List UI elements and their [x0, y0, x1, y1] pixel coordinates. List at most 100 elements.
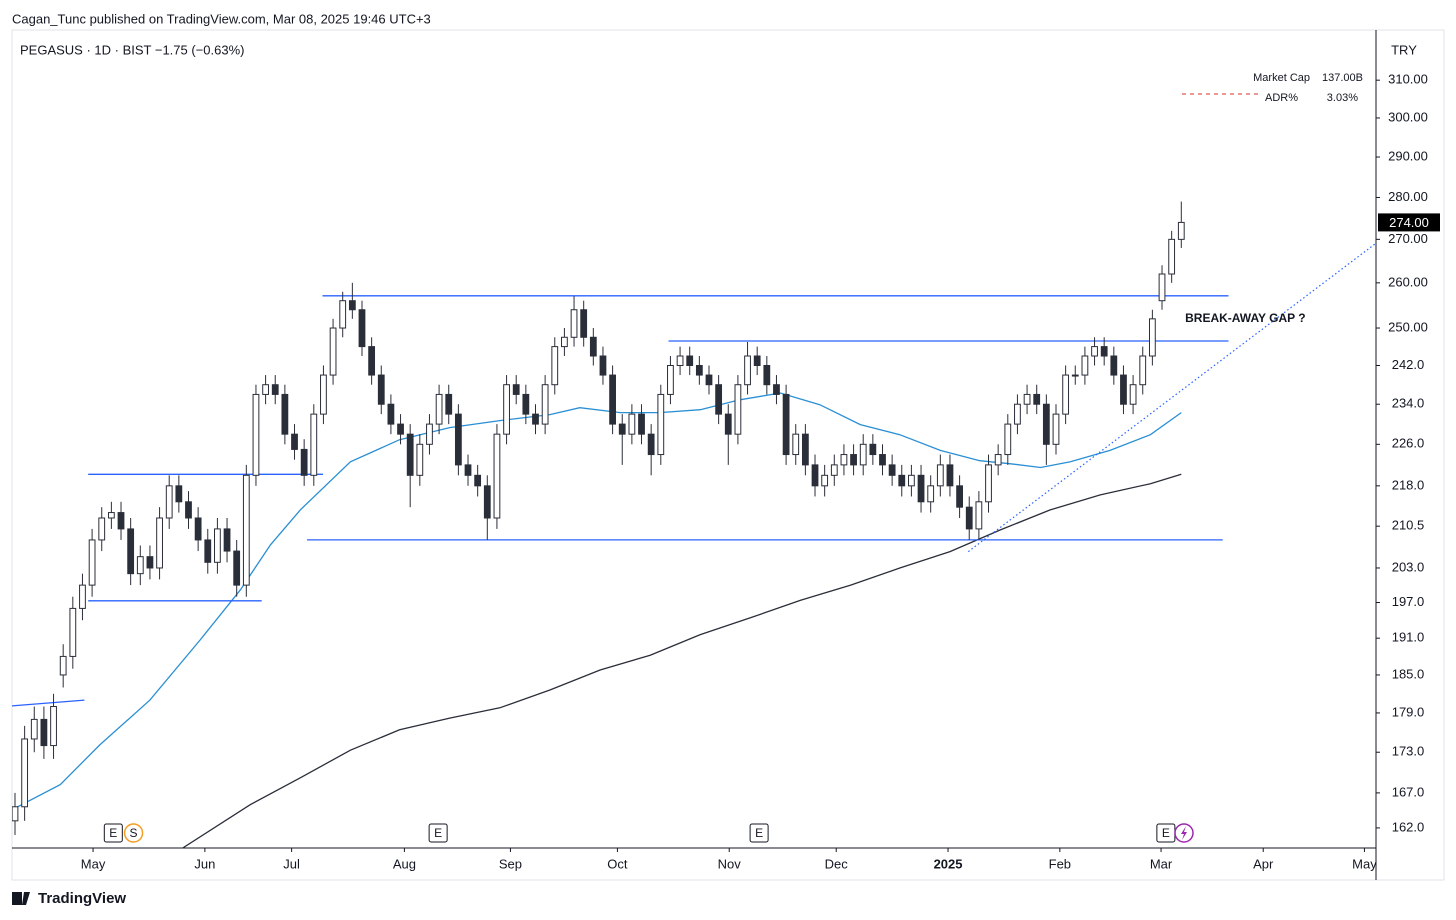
candle-body	[705, 374, 713, 386]
candle-body	[464, 464, 472, 476]
y-tick-label: 300.00	[1388, 109, 1428, 124]
candle-body	[435, 393, 443, 425]
candle-body	[859, 443, 867, 466]
candle-body	[107, 512, 115, 519]
y-tick-label: 226.0	[1392, 436, 1425, 451]
symbol-title: PEGASUS · 1D · BIST −1.75 (−0.63%)	[20, 42, 244, 57]
candle-body	[1062, 374, 1070, 415]
y-tick-label: 290.00	[1388, 148, 1428, 163]
x-tick-label: May	[81, 856, 106, 871]
candle-body	[1042, 403, 1050, 445]
y-tick-label: 218.0	[1392, 477, 1425, 492]
candle-body	[474, 474, 482, 487]
candle-body	[59, 655, 67, 676]
candle-body	[561, 336, 568, 348]
candle-body	[127, 528, 135, 575]
candle-body	[821, 474, 829, 487]
candle-body	[898, 474, 906, 487]
candle-body	[483, 485, 491, 519]
candle-body	[223, 528, 231, 552]
candle-body	[329, 327, 337, 376]
candle-body	[946, 464, 954, 487]
info-name: Market Cap	[1253, 72, 1310, 84]
candle-body	[271, 384, 279, 395]
y-tick-label: 185.0	[1392, 666, 1425, 681]
last-price-label: 274.00	[1389, 215, 1429, 230]
plot	[12, 201, 1376, 848]
candle-body	[724, 413, 732, 435]
candle-body	[21, 738, 29, 808]
candle-body	[358, 309, 366, 348]
y-tick-label: 179.0	[1392, 704, 1425, 719]
candle-body	[1158, 273, 1166, 302]
candle-body	[551, 346, 559, 386]
x-tick-label: Jul	[283, 856, 300, 871]
candle-body	[310, 413, 318, 476]
y-tick-label: 234.0	[1392, 396, 1425, 411]
tv-logo	[12, 892, 30, 905]
candle-body	[98, 517, 106, 541]
candle-body	[908, 474, 915, 487]
y-tick-label: 280.00	[1388, 189, 1428, 204]
candle-body	[30, 718, 38, 740]
candle-body	[320, 374, 327, 415]
candle-body	[570, 309, 578, 338]
candle-body	[136, 556, 144, 575]
y-tick-label: 210.5	[1392, 518, 1425, 533]
candle-body	[927, 485, 935, 503]
publish-info: Cagan_Tunc published on TradingView.com,…	[12, 11, 431, 26]
candle-body	[445, 393, 453, 415]
candle-body	[262, 384, 269, 395]
candle-body	[638, 413, 645, 435]
x-tick-label: Aug	[393, 856, 416, 871]
candle-body	[291, 433, 298, 450]
candle-body	[1033, 393, 1041, 405]
candle-body	[79, 584, 86, 609]
candle-body	[1110, 355, 1118, 376]
candle-body	[50, 706, 57, 747]
candle-body	[117, 512, 125, 530]
candle-body	[1148, 318, 1156, 357]
x-tick-label: 2025	[934, 856, 963, 871]
x-tick-label: Feb	[1049, 856, 1071, 871]
candle-body	[676, 355, 684, 366]
candle-body	[936, 464, 944, 487]
candle-body	[782, 393, 790, 456]
currency: TRY	[1391, 42, 1417, 57]
candle-body	[339, 300, 347, 329]
candle-body	[454, 413, 462, 466]
candle-body	[869, 443, 877, 456]
y-tick-label: 270.00	[1388, 231, 1428, 246]
event-label: E	[755, 826, 763, 840]
candle-body	[541, 384, 549, 425]
candle-body	[175, 485, 183, 503]
candle-body	[397, 423, 404, 435]
candle-body	[850, 454, 857, 466]
info-name: ADR%	[1265, 92, 1298, 104]
candle-body	[609, 374, 616, 425]
candle-body	[387, 403, 395, 425]
candle-body	[792, 433, 800, 456]
candle-body	[667, 364, 674, 395]
candle-body	[233, 550, 241, 586]
info-value: 3.03%	[1327, 92, 1358, 104]
x-tick-label: Nov	[718, 856, 742, 871]
event-marker	[103, 823, 123, 843]
y-tick-label: 310.00	[1388, 72, 1428, 87]
candle-body	[281, 393, 289, 435]
y-tick-label: 173.0	[1392, 744, 1425, 759]
trend-line	[12, 699, 85, 707]
candle-body	[406, 433, 414, 476]
candle-body	[830, 464, 838, 476]
x-tick-label: Mar	[1150, 856, 1173, 871]
candle-body	[204, 539, 212, 563]
candle-body	[811, 464, 819, 487]
candle-body	[599, 355, 607, 376]
candle-body	[975, 501, 983, 530]
candle-body	[956, 485, 963, 508]
candle-body	[763, 364, 771, 386]
candle-body	[744, 355, 751, 386]
candle-body	[753, 355, 761, 366]
candle-body	[185, 501, 192, 519]
